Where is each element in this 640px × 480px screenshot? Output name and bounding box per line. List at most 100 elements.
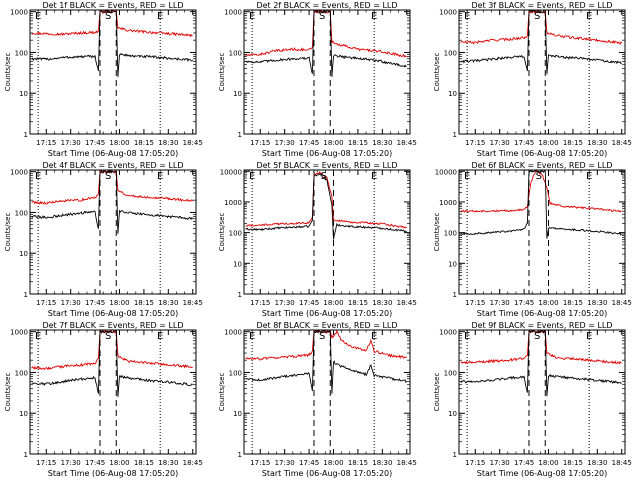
chart-panel-4: Det 4f BLACK = Events, RED = LLD Counts/s… bbox=[4, 161, 203, 318]
x-tick-label: 17:30 bbox=[61, 459, 81, 467]
y-tick-label: 100 bbox=[444, 230, 457, 238]
series-line-lld bbox=[245, 171, 407, 229]
x-tick-label: 17:30 bbox=[275, 139, 295, 147]
y-tick-label: 10 bbox=[19, 90, 28, 98]
x-tick-label: 17:15 bbox=[465, 299, 485, 307]
x-tick-label: 18:15 bbox=[348, 139, 368, 147]
y-tick-label: 1000 bbox=[10, 9, 28, 17]
y-tick-label: 10 bbox=[19, 250, 28, 258]
y-tick-label: 10 bbox=[233, 410, 242, 418]
chart-panel-3: Det 3f BLACK = Events, RED = LLD Counts/s… bbox=[433, 1, 632, 158]
series-line-events bbox=[245, 10, 407, 78]
x-tick-label: 18:45 bbox=[183, 139, 203, 147]
x-tick-label: 18:30 bbox=[372, 459, 392, 467]
x-axis-label: Start Time (06-Aug-08 17:05:20) bbox=[477, 149, 608, 158]
y-tick-label: 10 bbox=[233, 260, 242, 268]
x-tick-label: 18:45 bbox=[612, 299, 632, 307]
y-tick-label: 1 bbox=[24, 451, 28, 459]
x-tick-label: 17:15 bbox=[36, 459, 56, 467]
phase-marker-s-2: S bbox=[534, 11, 540, 22]
x-tick-label: 18:15 bbox=[348, 459, 368, 467]
y-tick-label: 10 bbox=[448, 90, 457, 98]
phase-marker-e-3: E bbox=[371, 11, 377, 22]
x-axis-label: Start Time (06-Aug-08 17:05:20) bbox=[262, 149, 393, 158]
y-tick-label: 100 bbox=[229, 230, 242, 238]
x-tick-label: 17:30 bbox=[61, 299, 81, 307]
x-tick-label: 17:15 bbox=[465, 139, 485, 147]
x-tick-label: 18:45 bbox=[612, 139, 632, 147]
y-tick-label: 1 bbox=[453, 451, 457, 459]
y-tick-label: 10000 bbox=[220, 168, 242, 176]
y-axis-label: Counts/sec bbox=[218, 373, 226, 412]
x-tick-label: 18:30 bbox=[587, 139, 607, 147]
y-tick-label: 100 bbox=[444, 369, 457, 377]
chart-panel-5: Det 5f BLACK = Events, RED = LLD Counts/s… bbox=[218, 161, 417, 318]
x-tick-label: 17:45 bbox=[299, 299, 319, 307]
y-tick-label: 1 bbox=[24, 131, 28, 139]
chart-panel-7: Det 7f BLACK = Events, RED = LLD Counts/s… bbox=[4, 321, 203, 478]
y-tick-label: 10 bbox=[448, 260, 457, 268]
phase-marker-e-1: E bbox=[35, 171, 41, 182]
phase-marker-s-2: S bbox=[321, 171, 327, 182]
x-tick-label: 18:00 bbox=[538, 299, 558, 307]
series-line-events bbox=[460, 10, 622, 75]
x-tick-label: 17:15 bbox=[250, 459, 270, 467]
x-axis-label: Start Time (06-Aug-08 17:05:20) bbox=[48, 469, 179, 478]
y-tick-label: 1000 bbox=[439, 329, 457, 337]
x-tick-label: 17:45 bbox=[514, 139, 534, 147]
y-axis-label: Counts/sec bbox=[433, 373, 441, 412]
phase-marker-s-2: S bbox=[319, 11, 325, 22]
y-tick-label: 1 bbox=[453, 291, 457, 299]
y-tick-label: 10 bbox=[448, 410, 457, 418]
chart-panel-6: Det 6f BLACK = Events, RED = LLD Counts/s… bbox=[433, 161, 632, 318]
phase-marker-s-2: S bbox=[105, 171, 111, 182]
chart-panel-2: Det 2f BLACK = Events, RED = LLD Counts/s… bbox=[218, 1, 417, 158]
y-tick-label: 1 bbox=[238, 451, 242, 459]
x-tick-label: 17:15 bbox=[250, 299, 270, 307]
x-axis-label: Start Time (06-Aug-08 17:05:20) bbox=[477, 309, 608, 318]
y-tick-label: 100 bbox=[15, 209, 28, 217]
x-tick-label: 17:45 bbox=[514, 459, 534, 467]
plot-frame bbox=[29, 329, 197, 455]
x-tick-label: 17:45 bbox=[299, 139, 319, 147]
plot-frame bbox=[458, 9, 626, 135]
x-tick-label: 17:30 bbox=[490, 139, 510, 147]
y-tick-label: 1 bbox=[238, 291, 242, 299]
y-tick-label: 10 bbox=[19, 410, 28, 418]
x-tick-label: 17:30 bbox=[61, 139, 81, 147]
y-tick-label: 100 bbox=[15, 49, 28, 57]
y-tick-label: 1 bbox=[238, 131, 242, 139]
x-axis-label: Start Time (06-Aug-08 17:05:20) bbox=[477, 469, 608, 478]
phase-marker-e-3: E bbox=[157, 171, 163, 182]
chart-title: Det 8f BLACK = Events, RED = LLD bbox=[256, 321, 397, 330]
x-tick-label: 18:15 bbox=[134, 139, 154, 147]
y-tick-label: 1 bbox=[24, 291, 28, 299]
x-tick-label: 18:45 bbox=[183, 299, 203, 307]
x-tick-label: 18:45 bbox=[397, 139, 417, 147]
y-axis-label: Counts/sec bbox=[4, 53, 12, 92]
y-tick-label: 100 bbox=[229, 49, 242, 57]
y-tick-label: 10 bbox=[233, 90, 242, 98]
y-axis-label: Counts/sec bbox=[433, 53, 441, 92]
x-tick-label: 18:30 bbox=[372, 139, 392, 147]
chart-title: Det 9f BLACK = Events, RED = LLD bbox=[471, 321, 612, 330]
x-tick-label: 18:15 bbox=[563, 459, 583, 467]
phase-marker-e-3: E bbox=[157, 11, 163, 22]
x-tick-label: 18:00 bbox=[109, 459, 129, 467]
y-tick-label: 1 bbox=[453, 131, 457, 139]
y-tick-label: 10000 bbox=[435, 168, 457, 176]
y-tick-label: 1000 bbox=[439, 9, 457, 17]
x-tick-label: 17:45 bbox=[299, 459, 319, 467]
x-tick-label: 18:00 bbox=[323, 459, 343, 467]
x-tick-label: 17:30 bbox=[490, 299, 510, 307]
phase-marker-e-1: E bbox=[464, 171, 470, 182]
x-tick-label: 18:30 bbox=[158, 459, 178, 467]
plot-frame bbox=[243, 329, 411, 455]
y-axis-label: Counts/sec bbox=[433, 213, 441, 252]
y-tick-label: 1000 bbox=[224, 199, 242, 207]
x-tick-label: 18:45 bbox=[183, 459, 203, 467]
x-tick-label: 17:15 bbox=[465, 459, 485, 467]
x-tick-label: 18:00 bbox=[323, 139, 343, 147]
x-tick-label: 18:15 bbox=[348, 299, 368, 307]
